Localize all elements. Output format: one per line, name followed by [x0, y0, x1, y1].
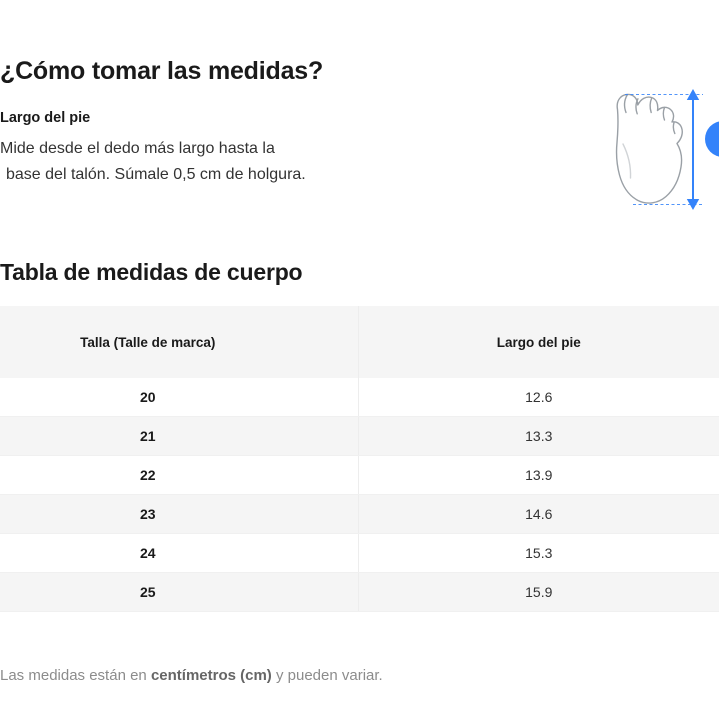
column-header-largo: Largo del pie [358, 306, 719, 378]
size-table-head: Talla (Talle de marca) Largo del pie [0, 306, 719, 378]
cell-largo: 13.9 [358, 455, 719, 495]
cell-largo: 13.3 [358, 416, 719, 456]
page-title: ¿Cómo tomar las medidas? [0, 56, 324, 85]
measurement-arrow-icon [686, 88, 700, 211]
measurement-guides [625, 94, 703, 205]
cell-largo: 14.6 [358, 494, 719, 534]
cell-talla: 24 [0, 533, 359, 573]
measure-instructions-label: Largo del pie [0, 110, 91, 126]
cell-talla: 21 [0, 416, 359, 456]
table-row: 20 12.6 [0, 378, 719, 417]
foot-measurement-illustration [583, 82, 719, 212]
cell-largo: 15.9 [358, 572, 719, 612]
instruction-line-2: base del talón. Súmale 0,5 cm de holgura… [6, 166, 306, 183]
foot-outline-icon [615, 93, 683, 204]
measurement-units-note: Las medidas están en centímetros (cm) y … [0, 665, 383, 687]
footnote-emphasis: centímetros (cm) [150, 667, 272, 684]
column-header-talla: Talla (Talle de marca) [0, 306, 359, 378]
cell-largo: 15.3 [358, 533, 719, 573]
table-row: 22 13.9 [0, 455, 719, 495]
cell-talla: 20 [0, 378, 359, 417]
size-table-body: 20 12.6 21 13.3 22 13.9 23 14.6 [0, 378, 719, 612]
instruction-line-1: Mide desde el dedo más largo hasta la [0, 140, 275, 157]
footnote-suffix: y pueden variar. [271, 667, 383, 684]
cell-talla: 22 [0, 455, 359, 495]
size-table: Talla (Talle de marca) Largo del pie 20 … [0, 306, 719, 612]
table-row: 24 15.3 [0, 533, 719, 573]
cell-talla: 25 [0, 572, 359, 612]
table-row: 23 14.6 [0, 494, 719, 534]
size-table-container: Talla (Talle de marca) Largo del pie 20 … [0, 306, 719, 612]
measure-instructions: Largo del pie Mide desde el dedo más lar… [0, 108, 430, 188]
accent-circle [705, 121, 719, 157]
table-header-row: Talla (Talle de marca) Largo del pie [0, 306, 719, 378]
table-row: 25 15.9 [0, 572, 719, 612]
cell-talla: 23 [0, 494, 359, 534]
footnote-prefix: Las medidas están en [0, 667, 151, 684]
measure-instructions-text: Mide desde el dedo más largo hasta la ba… [0, 136, 430, 188]
cell-largo: 12.6 [358, 378, 719, 417]
section-title: Tabla de medidas de cuerpo [0, 259, 303, 286]
table-row: 21 13.3 [0, 416, 719, 456]
